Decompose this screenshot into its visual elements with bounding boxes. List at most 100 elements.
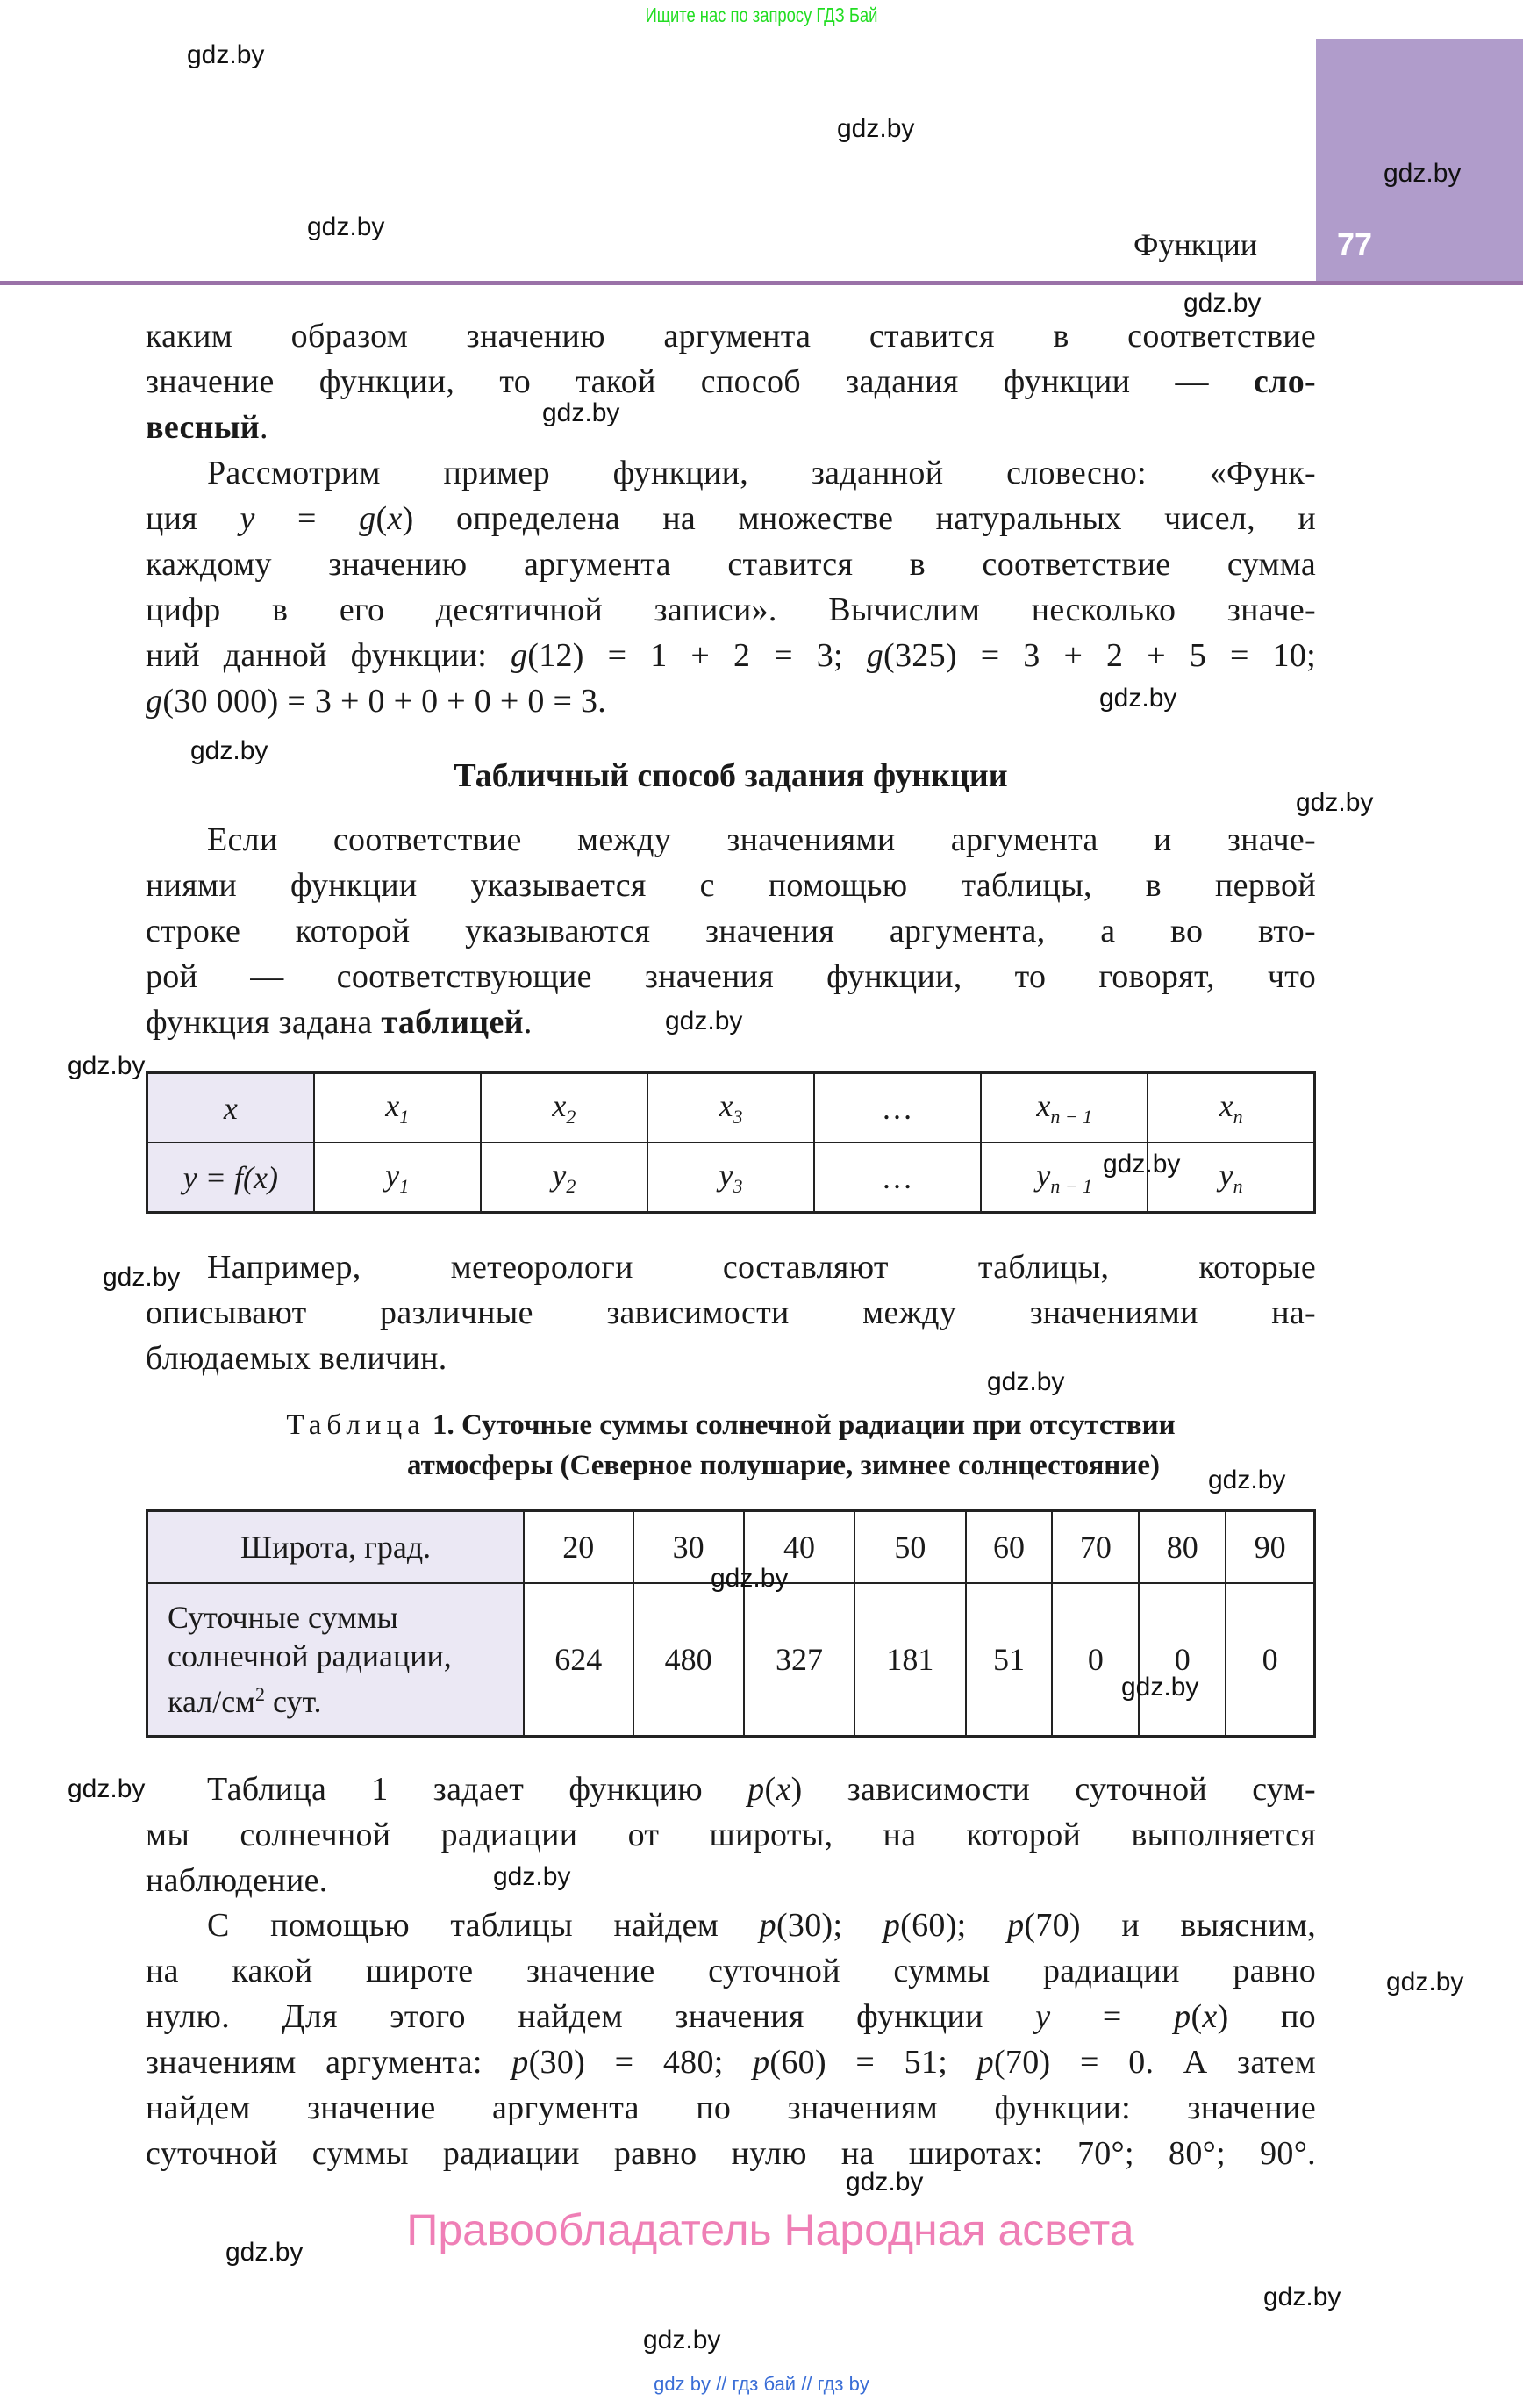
page-tab (1316, 39, 1523, 281)
text-segment: мы солнечной радиации от широты, на кото… (146, 1817, 1316, 1853)
watermark: gdz.by (307, 212, 385, 241)
page-number: 77 (1337, 226, 1373, 262)
table-cell: x3 (646, 1071, 816, 1143)
text-line: наблюдение. (146, 1858, 1316, 1903)
table-cell: y2 (479, 1142, 648, 1214)
cell-base: … (883, 1159, 912, 1195)
table-cell: y1 (312, 1142, 482, 1214)
text-segment: блюдаемых величин. (146, 1340, 447, 1377)
latitude-header: Широта, град. (146, 1509, 526, 1584)
text-segment: p (511, 2044, 529, 2081)
radiation-value-cell: 480 (632, 1581, 745, 1738)
text-line: описывают различные зависимости между зн… (146, 1290, 1316, 1336)
cell-subscript: 2 (566, 1106, 576, 1129)
caption-label: Таблица (286, 1409, 425, 1441)
watermark: gdz.by (1296, 788, 1374, 817)
text-segment: (60); (900, 1907, 1008, 1944)
text-line: суточной суммы радиации равно нулю на ши… (146, 2131, 1316, 2176)
latitude-row: Широта, град. 20 30 40 50 60 70 80 90 (146, 1509, 1316, 1584)
section-heading: Табличный способ задания функции (454, 757, 1008, 794)
cell-base: y (1219, 1157, 1233, 1193)
text-segment: на какой широте значение суточной суммы … (146, 1953, 1316, 1989)
radiation-value-cell: 0 (1225, 1581, 1316, 1738)
text-segment: строке которой указываются значения аргу… (146, 913, 1316, 950)
text-line: строке которой указываются значения аргу… (146, 908, 1316, 954)
radiation-value-cell: 0 (1138, 1581, 1227, 1738)
text-segment: p (1174, 1998, 1191, 2035)
text-segment: ) по (1217, 1998, 1316, 2035)
text-segment: Если соответствие между значениями аргум… (207, 821, 1316, 858)
text-line: каждому значению аргумента ставится в со… (146, 541, 1316, 587)
radiation-header-unit: кал/см (168, 1683, 255, 1719)
text-line: рой — соответствующие значения функции, … (146, 954, 1316, 1000)
text-line: Если соответствие между значениями аргум… (207, 817, 1316, 863)
cell-subscript: 3 (733, 1106, 743, 1129)
cell-base: x (223, 1090, 238, 1126)
text-segment: С помощью таблицы найдем (207, 1907, 760, 1944)
watermark: gdz.by (225, 2238, 304, 2267)
text-segment: y (1035, 1998, 1051, 2035)
radiation-header-unit-tail: сут. (264, 1683, 322, 1719)
radiation-row: Суточные суммы солнечной радиации, кал/с… (146, 1581, 1316, 1738)
table-cell: xn (1147, 1071, 1316, 1143)
text-segment: ний данной функции: (146, 637, 511, 674)
caption-title: 1. Суточные суммы солнечной радиации при… (433, 1409, 1176, 1441)
text-segment: суточной суммы радиации равно нулю на ши… (146, 2135, 1316, 2172)
cell-subscript: n (1233, 1106, 1243, 1129)
text-segment: = (254, 500, 360, 537)
radiation-header: Суточные суммы солнечной радиации, кал/с… (146, 1581, 526, 1738)
text-segment: p (883, 1907, 901, 1944)
cell-base: x (719, 1087, 733, 1123)
text-segment: p (747, 1771, 765, 1808)
table-cell: … (813, 1142, 983, 1214)
cell-base: y = f(x) (182, 1159, 278, 1195)
text-segment: g (146, 683, 163, 720)
text-segment: ( (375, 500, 388, 537)
watermark: gdz.by (987, 1367, 1065, 1396)
text-segment: весный (146, 409, 260, 446)
table-cell: x2 (479, 1071, 648, 1143)
footer-links[interactable]: gdz by // гдз бай // гдз by (654, 2373, 869, 2395)
text-segment: (70) и выясним, (1024, 1907, 1316, 1944)
radiation-value-cell: 624 (523, 1581, 634, 1738)
text-line: блюдаемых величин. (146, 1336, 1316, 1381)
cell-base: x (552, 1087, 567, 1123)
text-line: Например, метеорологи составляют таблицы… (207, 1244, 1316, 1290)
watermark: gdz.by (542, 398, 620, 427)
table-cell: x (146, 1071, 315, 1143)
text-segment: каждому значению аргумента ставится в со… (146, 546, 1316, 583)
top-note: Ищите нас по запросу ГДЗ Бай (645, 4, 878, 26)
cell-base: y (1036, 1157, 1051, 1193)
watermark: gdz.by (1099, 684, 1177, 713)
latitude-cell: 60 (964, 1509, 1054, 1584)
text-segment: (325) = 3 + 2 + 5 = 10; (883, 637, 1316, 674)
cell-base: y (719, 1157, 733, 1193)
watermark: gdz.by (1183, 289, 1262, 318)
watermark: gdz.by (1384, 159, 1462, 188)
cell-base: … (883, 1090, 912, 1126)
text-line: ний данной функции: g(12) = 1 + 2 = 3; g… (146, 633, 1316, 678)
text-segment: наблюдение. (146, 1862, 328, 1899)
watermark: gdz.by (711, 1564, 789, 1593)
text-line: ниями функции указывается с помощью табл… (146, 863, 1316, 908)
text-segment: x (1202, 1998, 1218, 2035)
section-title: Функции (1133, 227, 1257, 262)
text-segment: ) определена на множестве натуральных чи… (402, 500, 1316, 537)
latitude-cell: 30 (632, 1509, 745, 1584)
cell-subscript: n − 1 (1050, 1175, 1093, 1198)
caption-title-cont: атмосферы (Северное полушарие, зимнее со… (407, 1450, 1160, 1481)
text-segment: p (976, 2044, 994, 2081)
text-line: нулю. Для этого найдем значения функции … (146, 1994, 1316, 2039)
table-caption-line-1: Таблица 1. Суточные суммы солнечной ради… (0, 1409, 1462, 1442)
radiation-value-cell: 0 (1051, 1581, 1140, 1738)
text-segment: Например, метеорологи составляют таблицы… (207, 1249, 1316, 1286)
text-segment: (30 000) = 3 + 0 + 0 + 0 + 0 = 3. (162, 683, 607, 720)
table-cell: x1 (312, 1071, 482, 1143)
text-segment: (12) = 1 + 2 = 3; (527, 637, 867, 674)
text-segment: g (866, 637, 884, 674)
cell-subscript: n − 1 (1050, 1106, 1093, 1129)
text-line: значениям аргумента: p(30) = 480; p(60) … (146, 2039, 1316, 2085)
table-cell: yn (1147, 1142, 1316, 1214)
text-line: на какой широте значение суточной суммы … (146, 1948, 1316, 1994)
watermark: gdz.by (1386, 1967, 1464, 1996)
